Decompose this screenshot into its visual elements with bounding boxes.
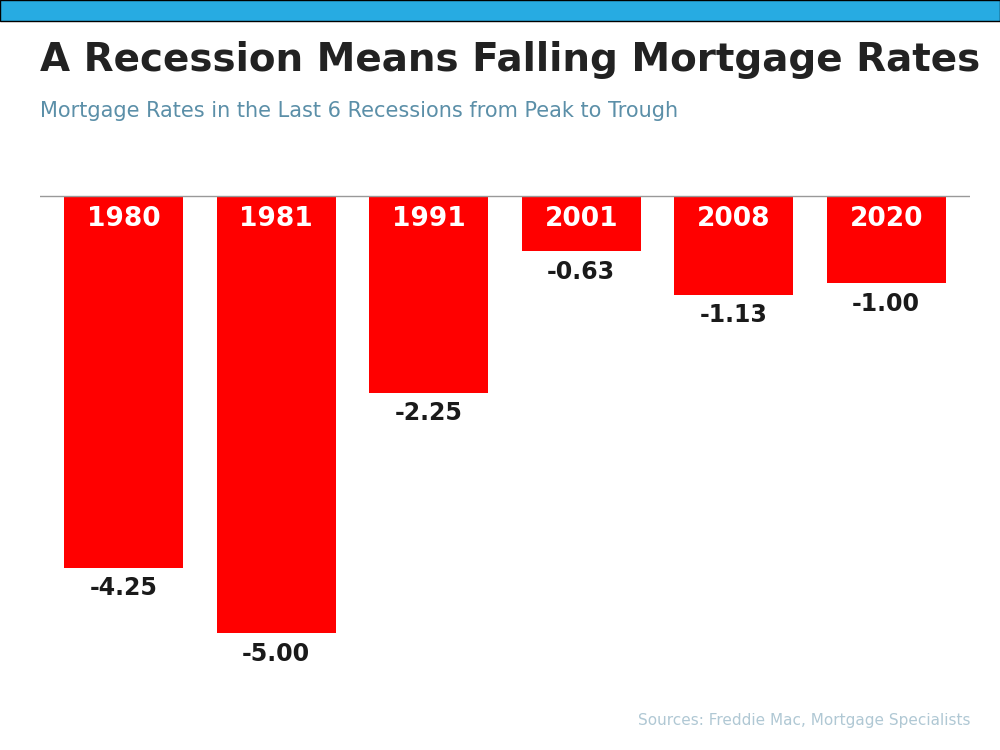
Text: A Recession Means Falling Mortgage Rates: A Recession Means Falling Mortgage Rates: [40, 41, 980, 80]
Bar: [827, 196, 946, 284]
Bar: [369, 196, 488, 392]
Text: 1991: 1991: [392, 206, 466, 232]
Text: 1981: 1981: [239, 206, 313, 232]
Bar: [217, 196, 336, 633]
Bar: [674, 196, 793, 295]
Text: 2001: 2001: [544, 206, 618, 232]
Text: -5.00: -5.00: [242, 642, 310, 666]
Text: -1.13: -1.13: [700, 303, 768, 327]
Bar: [522, 196, 641, 250]
Text: Sources: Freddie Mac, Mortgage Specialists: Sources: Freddie Mac, Mortgage Specialis…: [638, 712, 970, 728]
Bar: [64, 196, 183, 568]
Text: -1.00: -1.00: [852, 292, 920, 316]
Text: 2020: 2020: [849, 206, 923, 232]
Text: -2.25: -2.25: [395, 401, 463, 425]
Text: -4.25: -4.25: [90, 576, 158, 600]
Text: Mortgage Rates in the Last 6 Recessions from Peak to Trough: Mortgage Rates in the Last 6 Recessions …: [40, 101, 678, 122]
Text: 2008: 2008: [697, 206, 770, 232]
Text: -0.63: -0.63: [547, 260, 615, 284]
Text: 1980: 1980: [87, 206, 161, 232]
